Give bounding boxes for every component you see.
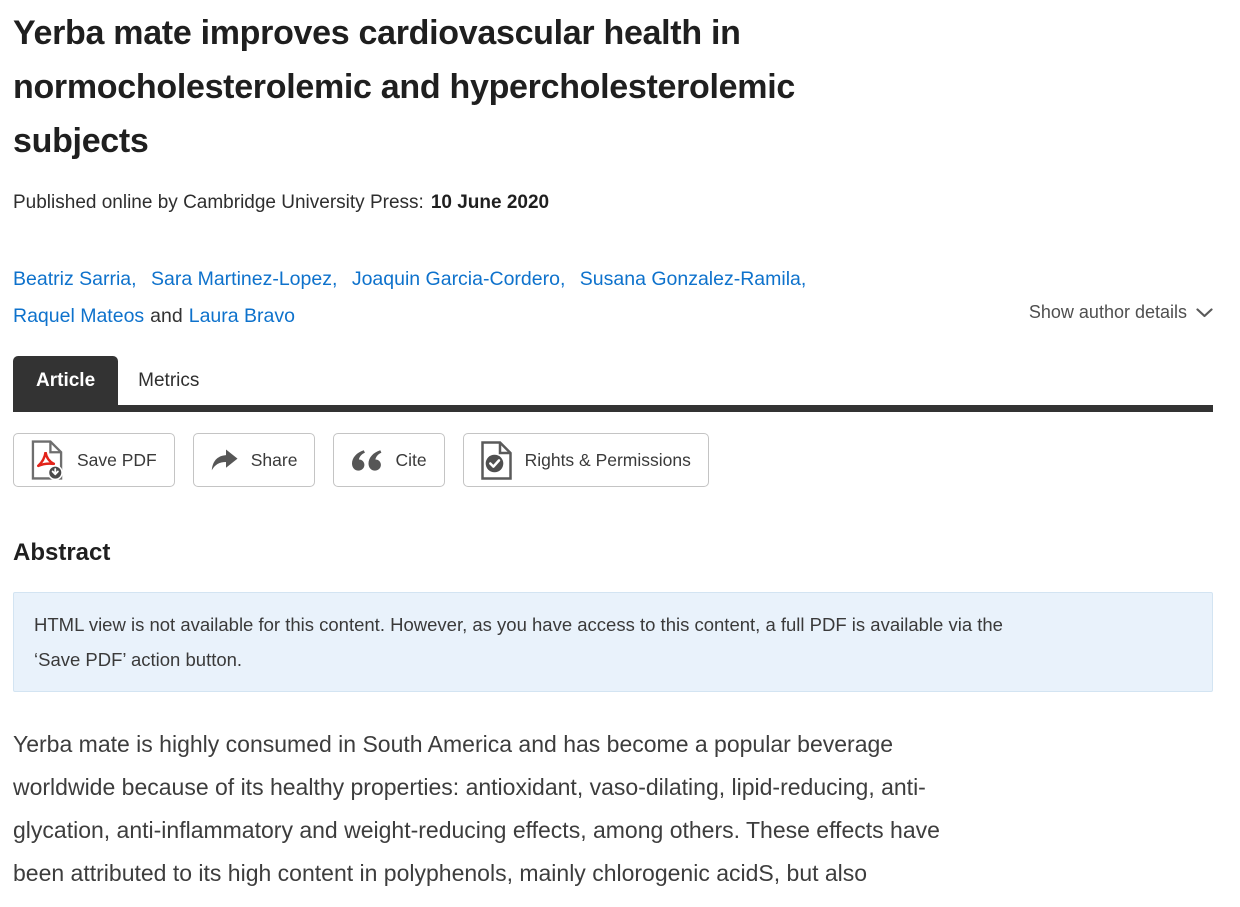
action-buttons-row: Save PDF Share Cite [13,433,1213,487]
page-title-line: normocholesterolemic and hypercholestero… [13,68,795,106]
notice-line: HTML view is not available for this cont… [34,614,1003,635]
author-separator: , [559,268,566,290]
abstract-body: Yerba mate is highly consumed in South A… [13,723,1213,895]
page-title-line: subjects [13,122,149,160]
share-label: Share [250,449,298,470]
abstract-body-line: Yerba mate is highly consumed in South A… [13,731,894,757]
abstract-body-line: been attributed to its high content in p… [13,860,868,886]
author-link[interactable]: Susana Gonzalez-Ramila [579,268,801,290]
published-date: 10 June 2020 [430,192,550,213]
author-separator: , [131,268,137,290]
tab-bar: Article Metrics [13,356,1213,412]
pdf-download-icon [31,440,64,480]
show-author-details-toggle[interactable]: Show author details [1029,294,1213,335]
author-link[interactable]: Beatriz Sarria [13,268,132,290]
published-prefix: Published online by Cambridge University… [13,192,424,213]
author-link[interactable]: Laura Bravo [188,305,295,327]
cite-label: Cite [395,449,427,470]
author-separator: , [331,268,338,290]
rights-permissions-button[interactable]: Rights & Permissions [462,433,709,487]
rights-permissions-label: Rights & Permissions [524,449,691,470]
show-author-details-label: Show author details [1028,302,1187,322]
share-button[interactable]: Share [192,433,316,487]
page-title-line: Yerba mate improves cardiovascular healt… [13,14,741,52]
tab-article[interactable]: Article [13,356,119,405]
save-pdf-button[interactable]: Save PDF [13,433,175,487]
page-title: Yerba mate improves cardiovascular healt… [13,6,1213,168]
author-conjunction: and [150,305,183,327]
cite-button[interactable]: Cite [333,433,445,487]
quote-icon [351,449,382,471]
save-pdf-label: Save PDF [77,449,157,470]
abstract-body-line: glycation, anti-inflammatory and weight-… [13,817,940,843]
rights-check-icon [480,440,512,480]
authors-row: Beatriz Sarria, Sara Martinez-Lopez, Joa… [13,261,1213,335]
abstract-heading: Abstract [13,539,111,566]
article-page: Yerba mate improves cardiovascular healt… [13,6,1213,895]
published-line: Published online by Cambridge University… [13,192,1213,214]
author-line: Raquel Mateos and Laura Bravo [13,298,815,335]
author-separator: , [800,268,807,290]
author-link[interactable]: Joaquin Garcia-Cordero [351,268,560,290]
chevron-down-icon [1196,307,1213,318]
html-unavailable-notice: HTML view is not available for this cont… [13,592,1213,692]
tab-metrics[interactable]: Metrics [138,370,200,391]
author-line: Beatriz Sarria, Sara Martinez-Lopez, Joa… [13,261,815,298]
author-list: Beatriz Sarria, Sara Martinez-Lopez, Joa… [13,261,815,335]
abstract-body-line: worldwide because of its healthy propert… [13,774,926,800]
author-link[interactable]: Raquel Mateos [13,305,145,327]
share-icon [211,449,238,472]
author-link[interactable]: Sara Martinez-Lopez [150,268,332,290]
notice-line: ‘Save PDF’ action button. [34,649,243,670]
